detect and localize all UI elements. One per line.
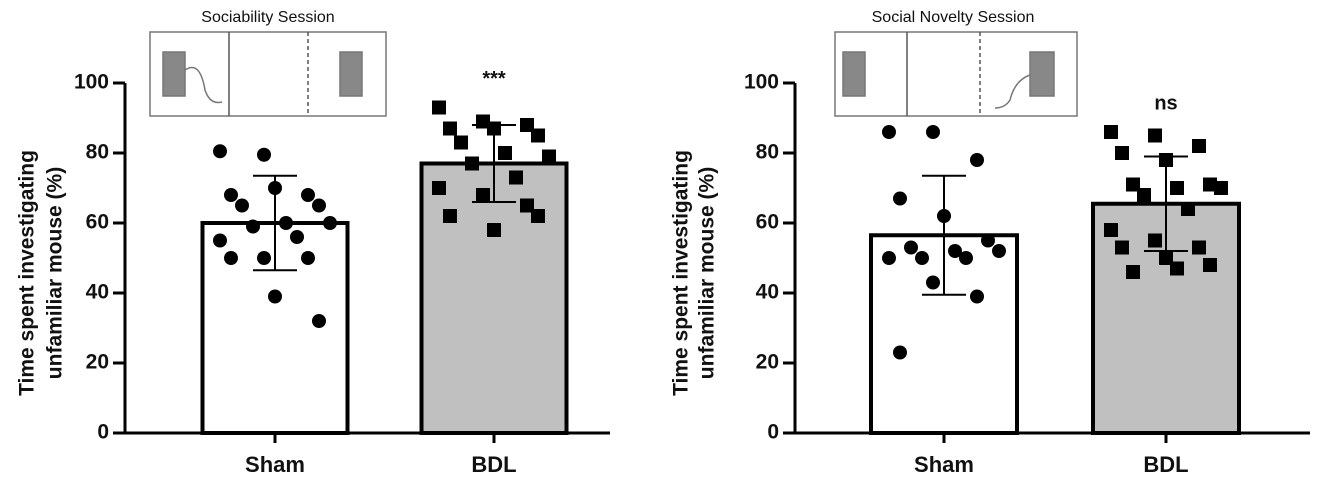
data-point bbox=[1115, 240, 1129, 255]
y-tick-label: 40 bbox=[756, 281, 779, 304]
significance-label: *** bbox=[482, 68, 506, 90]
data-point bbox=[235, 198, 249, 213]
data-point bbox=[476, 114, 490, 129]
data-point bbox=[1115, 146, 1129, 160]
data-point bbox=[509, 170, 523, 185]
data-point bbox=[1170, 261, 1184, 276]
y-axis-label: unfamiliar mouse (%) bbox=[44, 167, 67, 379]
data-point bbox=[246, 219, 260, 234]
data-point bbox=[1214, 181, 1228, 195]
x-tick-label: Sham bbox=[914, 452, 974, 477]
data-point bbox=[937, 209, 951, 223]
significance-label: ns bbox=[1154, 92, 1177, 114]
data-point bbox=[224, 251, 238, 265]
data-point bbox=[893, 345, 907, 360]
inset-title: Sociability Session bbox=[201, 9, 334, 26]
data-point bbox=[301, 188, 315, 202]
data-point bbox=[224, 188, 238, 202]
data-point bbox=[476, 188, 490, 202]
data-point bbox=[981, 233, 995, 248]
data-point bbox=[1126, 177, 1140, 192]
data-point bbox=[213, 233, 227, 248]
data-point bbox=[1203, 258, 1217, 272]
data-point bbox=[432, 181, 446, 195]
x-tick-label: BDL bbox=[471, 452, 516, 477]
data-point bbox=[257, 147, 271, 162]
x-tick-label: Sham bbox=[245, 452, 305, 477]
inset-schematic bbox=[149, 31, 1078, 117]
data-point bbox=[487, 121, 501, 136]
data-point bbox=[312, 198, 326, 213]
data-point bbox=[1170, 181, 1184, 195]
data-point bbox=[1192, 139, 1206, 153]
y-tick-label: 20 bbox=[86, 351, 109, 374]
data-point bbox=[465, 156, 479, 171]
data-point bbox=[904, 240, 918, 255]
data-point bbox=[323, 216, 337, 230]
data-point bbox=[1126, 265, 1140, 279]
data-point bbox=[312, 314, 326, 328]
data-point bbox=[257, 251, 271, 265]
data-point bbox=[213, 144, 227, 159]
data-point bbox=[1104, 223, 1118, 237]
data-point bbox=[893, 191, 907, 206]
data-point bbox=[959, 251, 973, 265]
data-point bbox=[1159, 251, 1173, 265]
y-tick-label: 40 bbox=[86, 281, 109, 304]
data-point bbox=[1104, 125, 1118, 139]
data-point bbox=[926, 275, 940, 290]
data-point bbox=[487, 223, 501, 237]
inset-title: Social Novelty Session bbox=[872, 9, 1035, 26]
data-point bbox=[1203, 177, 1217, 192]
data-point bbox=[268, 289, 282, 304]
data-point bbox=[926, 125, 940, 139]
data-point bbox=[531, 128, 545, 143]
data-point bbox=[443, 209, 457, 223]
data-point bbox=[443, 121, 457, 136]
data-point bbox=[520, 118, 534, 132]
y-axis-label: Time spent investigating bbox=[670, 150, 693, 396]
y-tick-label: 60 bbox=[86, 211, 109, 234]
data-point bbox=[268, 181, 282, 195]
data-point bbox=[520, 198, 534, 213]
data-point bbox=[992, 244, 1006, 258]
error-bar bbox=[922, 174, 966, 296]
data-point bbox=[498, 146, 512, 160]
y-axis-label: unfamiliar mouse (%) bbox=[696, 167, 719, 379]
y-tick-label: 60 bbox=[756, 211, 779, 234]
data-point bbox=[1137, 188, 1151, 202]
data-point bbox=[301, 251, 315, 265]
data-point bbox=[970, 289, 984, 304]
data-point bbox=[882, 125, 896, 139]
data-point bbox=[542, 149, 556, 164]
data-point bbox=[279, 216, 293, 230]
data-point bbox=[454, 135, 468, 150]
y-tick-label: 80 bbox=[86, 141, 109, 164]
data-point bbox=[915, 251, 929, 265]
y-tick-label: 80 bbox=[756, 141, 779, 164]
x-tick-label: BDL bbox=[1143, 452, 1188, 477]
data-point bbox=[948, 244, 962, 258]
data-point bbox=[1148, 233, 1162, 248]
y-tick-label: 20 bbox=[756, 351, 779, 374]
data-point bbox=[1159, 153, 1173, 167]
data-point bbox=[1192, 240, 1206, 255]
data-point bbox=[290, 230, 304, 244]
data-point bbox=[432, 100, 446, 115]
bar bbox=[419, 161, 569, 435]
y-tick-label: 100 bbox=[744, 71, 779, 94]
y-tick-label: 0 bbox=[767, 421, 779, 444]
data-point bbox=[882, 251, 896, 265]
y-tick-label: 0 bbox=[97, 421, 109, 444]
data-point bbox=[1148, 128, 1162, 143]
data-point bbox=[970, 153, 984, 167]
y-tick-label: 100 bbox=[74, 71, 109, 94]
data-point bbox=[531, 209, 545, 223]
data-point bbox=[1181, 202, 1195, 216]
y-axis-label: Time spent investigating bbox=[16, 150, 39, 396]
